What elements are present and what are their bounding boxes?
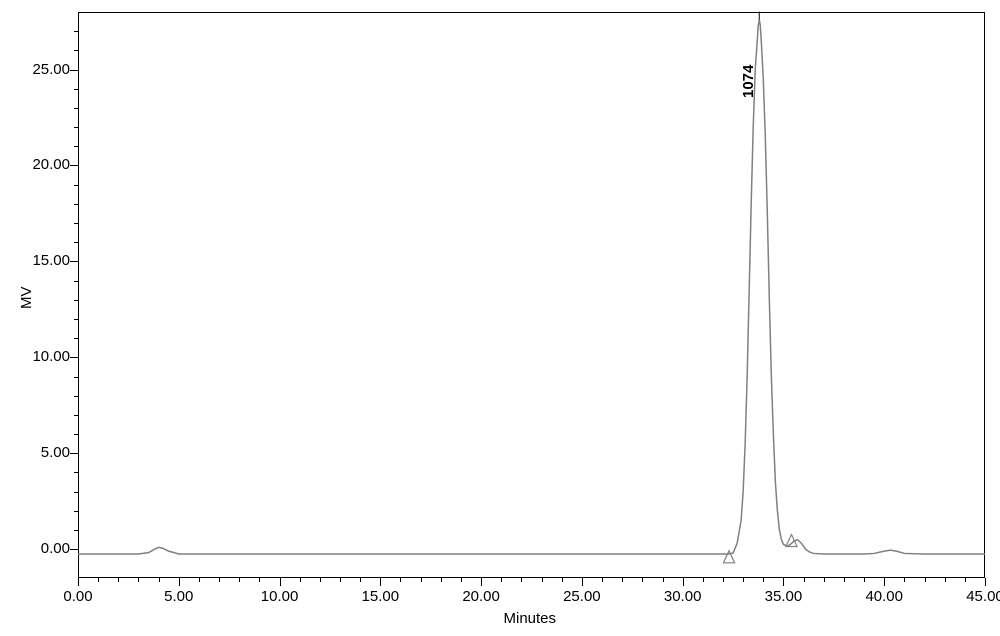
y-tick-label: 15.00 [20, 252, 70, 269]
y-axis-label: MV [18, 287, 35, 310]
chromatogram-line [0, 0, 1000, 636]
y-tick-label: 10.00 [20, 348, 70, 365]
x-tick-label: 10.00 [255, 588, 305, 605]
y-tick-label: 0.00 [20, 540, 70, 557]
y-tick-label: 20.00 [20, 156, 70, 173]
x-tick-label: 25.00 [557, 588, 607, 605]
y-tick-label: 5.00 [20, 444, 70, 461]
x-tick-label: 45.00 [960, 588, 1000, 605]
x-tick-label: 0.00 [53, 588, 103, 605]
x-tick-label: 15.00 [355, 588, 405, 605]
y-tick-label: 25.00 [20, 61, 70, 78]
x-tick-label: 20.00 [456, 588, 506, 605]
chromatogram-trace [78, 20, 985, 554]
x-tick-label: 40.00 [859, 588, 909, 605]
x-axis-label: Minutes [504, 610, 557, 627]
x-tick-label: 30.00 [658, 588, 708, 605]
x-tick-label: 5.00 [154, 588, 204, 605]
x-tick-label: 35.00 [758, 588, 808, 605]
peak-label: 1074 [740, 65, 757, 98]
